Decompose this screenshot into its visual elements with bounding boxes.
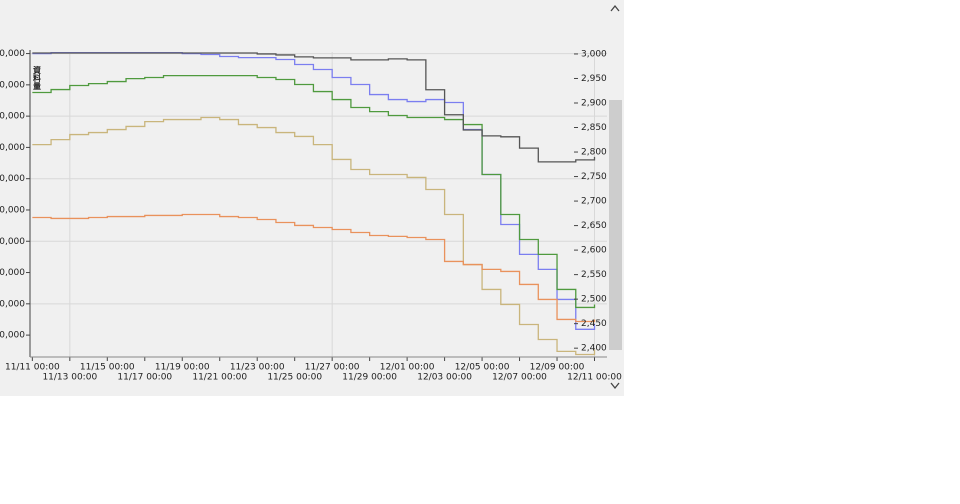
x-tick-label: 11/25 00:00 bbox=[267, 373, 322, 383]
y-tick-label: 200,000 bbox=[0, 49, 25, 59]
series-line bbox=[32, 52, 596, 163]
plot bbox=[32, 51, 596, 356]
x-tick-label: 11/19 00:00 bbox=[155, 363, 210, 373]
x-tick-label: 11/23 00:00 bbox=[230, 363, 285, 373]
scroll-up[interactable] bbox=[610, 4, 620, 12]
y2-tick-label: 2,400 bbox=[581, 344, 607, 354]
x-tick-label: 11/15 00:00 bbox=[80, 363, 135, 373]
y-tick-label: 180,000 bbox=[0, 80, 25, 90]
y-tick-label: 120,000 bbox=[0, 174, 25, 184]
scroll-thumb[interactable] bbox=[609, 100, 622, 350]
y-tick-label: 40,000 bbox=[0, 299, 25, 309]
series-line bbox=[32, 213, 596, 323]
x-tick-label: 12/07 00:00 bbox=[492, 373, 547, 383]
y2-tick-label: 2,650 bbox=[581, 221, 607, 231]
x-tick-label: 11/29 00:00 bbox=[342, 373, 397, 383]
y2-tick-label: 2,900 bbox=[581, 98, 607, 108]
scroll-down[interactable] bbox=[610, 382, 620, 390]
x-tick-label: 11/27 00:00 bbox=[305, 363, 360, 373]
y-tick-label: 160,000 bbox=[0, 112, 25, 122]
series-line bbox=[32, 74, 596, 309]
y2-tick-label: 2,800 bbox=[581, 148, 607, 158]
y2-tick-label: 2,750 bbox=[581, 172, 607, 182]
y-tick-label: 140,000 bbox=[0, 143, 25, 153]
y-tick-label: 80,000 bbox=[0, 237, 25, 247]
y-axis-label: 資料量 bbox=[33, 65, 42, 91]
y2-tick-label: 2,950 bbox=[581, 74, 607, 84]
x-tick-label: 12/05 00:00 bbox=[455, 363, 510, 373]
x-tick-label: 12/09 00:00 bbox=[530, 363, 585, 373]
x-tick-label: 12/01 00:00 bbox=[380, 363, 435, 373]
x-tick-label: 11/17 00:00 bbox=[117, 373, 172, 383]
y2-tick-label: 2,550 bbox=[581, 270, 607, 280]
x-tick-label: 12/03 00:00 bbox=[417, 373, 472, 383]
axes: 200,000 180,000 160,000 140,000 120,000 100,0… bbox=[0, 49, 622, 382]
y-tick-label: 100,000 bbox=[0, 205, 25, 215]
panel bbox=[0, 0, 624, 396]
series-line bbox=[32, 116, 596, 356]
y2-tick-label: 3,000 bbox=[581, 49, 607, 59]
y2-tick-label: 2,450 bbox=[581, 319, 607, 329]
y2-tick-label: 2,500 bbox=[581, 295, 607, 305]
x-tick-label: 11/13 00:00 bbox=[42, 373, 97, 383]
y2-tick-label: 2,850 bbox=[581, 123, 607, 133]
y-tick-label: 20,000 bbox=[0, 331, 25, 341]
y2-tick-label: 2,700 bbox=[581, 197, 607, 207]
y2-tick-label: 2,600 bbox=[581, 246, 607, 256]
x-tick-label: 11/11 00:00 bbox=[5, 363, 60, 373]
x-tick-label: 11/21 00:00 bbox=[192, 373, 247, 383]
x-tick-label: 12/11 00:00 bbox=[567, 373, 622, 383]
y-tick-label: 60,000 bbox=[0, 268, 25, 278]
